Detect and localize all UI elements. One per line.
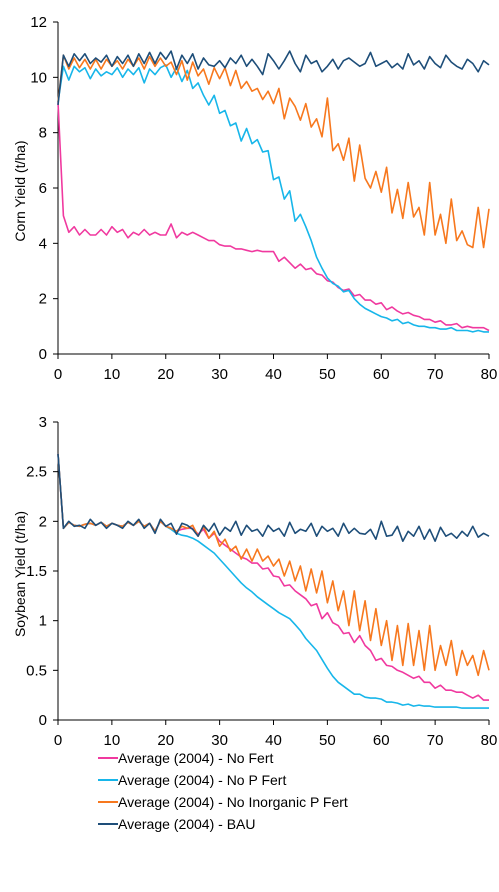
series-line-3 — [57, 453, 490, 677]
y-tick-label: 0 — [39, 712, 47, 729]
legend-label: Average (2004) - No P Fert — [118, 772, 286, 788]
x-tick-label: 40 — [265, 366, 282, 383]
x-tick-label: 10 — [104, 732, 121, 749]
y-tick-label: 10 — [30, 69, 47, 86]
y-tick-label: 2.5 — [26, 464, 47, 481]
x-tick-label: 20 — [157, 732, 174, 749]
legend-label: Average (2004) - No Fert — [118, 750, 273, 766]
y-tick-label: 6 — [39, 180, 47, 197]
series-line-4 — [57, 453, 490, 543]
x-tick-label: 30 — [211, 366, 228, 383]
x-tick-label: 40 — [265, 732, 282, 749]
x-tick-label: 50 — [319, 732, 336, 749]
corn-yield-chart: 0 2 4 6 8 10 12 0 10 20 30 40 50 60 70 80 Corn Yield (t/… — [12, 14, 497, 383]
x-tick-label: 10 — [104, 366, 121, 383]
y-tick-label: 0 — [39, 346, 47, 363]
y-tick-label: 3 — [39, 414, 47, 431]
y-axis-title: Soybean Yield (t/ha) — [12, 511, 28, 637]
x-tick-label: 20 — [157, 366, 174, 383]
y-axis-title: Corn Yield (t/ha) — [12, 140, 28, 241]
x-tick-label: 50 — [319, 366, 336, 383]
y-tick-label: 12 — [30, 14, 47, 31]
series-line-4 — [57, 50, 490, 106]
series-line-1 — [57, 453, 489, 701]
y-tick-label: 0.5 — [26, 662, 47, 679]
y-tick-label: 1 — [39, 613, 47, 630]
y-tick-label: 1.5 — [26, 563, 47, 580]
x-tick-label: 80 — [481, 732, 498, 749]
series-line-1 — [57, 102, 490, 332]
series-line-2 — [57, 64, 489, 333]
x-tick-label: 70 — [427, 366, 444, 383]
y-tick-label: 4 — [39, 235, 47, 252]
legend-label: Average (2004) - BAU — [118, 816, 255, 832]
legend-label: Average (2004) - No Inorganic P Fert — [118, 794, 348, 810]
x-tick-label: 80 — [481, 366, 498, 383]
x-tick-label: 30 — [211, 732, 228, 749]
y-tick-label: 2 — [39, 291, 47, 308]
x-tick-label: 0 — [54, 732, 62, 749]
y-tick-label: 2 — [39, 513, 47, 530]
x-tick-label: 0 — [54, 366, 62, 383]
x-tick-label: 60 — [373, 366, 390, 383]
x-tick-label: 60 — [373, 732, 390, 749]
legend: Average (2004) - No Fert Average (2004) -… — [98, 750, 348, 832]
x-tick-label: 70 — [427, 732, 444, 749]
series-line-3 — [57, 54, 490, 249]
y-tick-label: 8 — [39, 125, 47, 142]
